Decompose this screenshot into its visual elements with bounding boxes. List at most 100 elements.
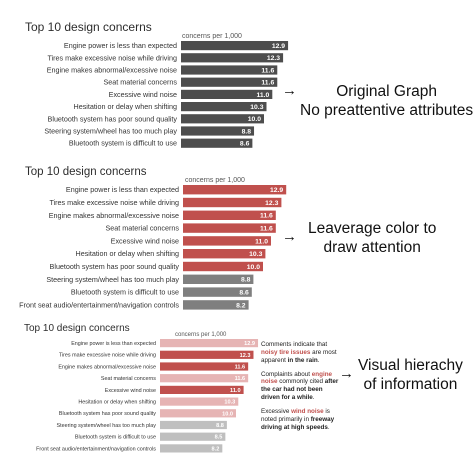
value-label: 11.6 xyxy=(260,225,273,232)
bar xyxy=(181,41,289,51)
value-label: 11.6 xyxy=(235,376,246,382)
value-label: 11.0 xyxy=(256,92,269,99)
bar xyxy=(183,274,254,284)
arrow-icon: → xyxy=(282,82,297,99)
bar xyxy=(183,249,266,259)
annotation-line: No preattentive attributes xyxy=(300,101,474,119)
bar xyxy=(181,126,255,136)
annotation-line: Visual hierachy xyxy=(358,357,463,374)
value-label: 11.6 xyxy=(260,213,273,220)
value-label: 8.6 xyxy=(240,141,250,148)
bar xyxy=(160,374,249,383)
note-engine-noise: Complaints about engine noise commonly c… xyxy=(261,370,339,402)
category-label: Bluetooth system has poor sound quality xyxy=(59,411,156,417)
bar xyxy=(160,362,249,371)
category-label: Bluetooth system is difficult to use xyxy=(69,139,177,148)
bar xyxy=(181,89,273,99)
bar xyxy=(160,432,226,441)
category-label: Hesitation or delay when shifting xyxy=(78,399,156,405)
category-label: Tires make excessive noise while driving xyxy=(49,198,179,207)
chart-title: Top 10 design concerns xyxy=(25,166,147,178)
bar xyxy=(160,420,227,430)
category-label: Seat material concerns xyxy=(101,376,156,382)
value-label: 12.9 xyxy=(272,43,285,50)
category-label: Excessive wind noise xyxy=(111,236,179,245)
value-label: 8.8 xyxy=(216,423,224,429)
category-label: Seat material concerns xyxy=(105,224,179,233)
bar xyxy=(183,261,263,272)
bar xyxy=(181,102,267,112)
note-tire-noise: Comments indicate that noisy tire issues… xyxy=(261,341,337,364)
category-label: Engine makes abnormal/excessive noise xyxy=(58,364,156,370)
arrow-icon: → xyxy=(282,228,297,245)
category-label: Engine power is less than expected xyxy=(71,341,156,347)
category-label: Seat material concerns xyxy=(103,78,177,87)
annotation-visual-hierarchy: Visual hierachy of information xyxy=(358,357,463,394)
unit-label: concerns per 1,000 xyxy=(185,177,245,184)
commentary-notes: Comments indicate that noisy tire issues… xyxy=(261,341,339,438)
bar xyxy=(183,287,252,297)
chart-title: Top 10 design concerns xyxy=(25,20,152,34)
bar xyxy=(181,53,284,63)
bar xyxy=(183,223,276,233)
bar-chart-1: Engine power is less than expected 12.9 Ti… xyxy=(44,41,289,148)
bar xyxy=(183,210,276,220)
category-label: Hesitation or delay when shifting xyxy=(74,102,177,111)
category-label: Tires make excessive noise while driving xyxy=(59,353,156,359)
category-label: Front seat audio/entertainment/navigatio… xyxy=(19,300,179,309)
bar xyxy=(160,385,244,394)
value-label: 10.3 xyxy=(224,400,235,406)
category-label: Hesitation or delay when shifting xyxy=(76,249,179,258)
value-label: 12.3 xyxy=(265,200,278,207)
value-label: 8.8 xyxy=(241,277,251,284)
bar xyxy=(183,236,271,246)
category-label: Steering system/wheel has too much play xyxy=(57,423,157,429)
bar xyxy=(181,77,278,87)
value-label: 10.3 xyxy=(250,104,263,111)
category-label: Steering system/wheel has too much play xyxy=(46,275,179,284)
value-label: 12.9 xyxy=(270,187,283,194)
value-label: 8.6 xyxy=(239,289,249,296)
category-label: Engine power is less than expected xyxy=(64,41,177,50)
value-label: 10.0 xyxy=(247,264,260,271)
value-label: 8.2 xyxy=(236,302,246,309)
category-label: Bluetooth system is difficult to use xyxy=(75,435,156,441)
note-wind-noise: Excessive wind noise is noted primarily … xyxy=(261,408,335,431)
annotation-line: Leaverage color to xyxy=(308,220,437,237)
bar xyxy=(160,339,259,348)
value-label: 8.2 xyxy=(212,446,220,452)
category-label: Excessive wind noise xyxy=(109,90,177,99)
bar xyxy=(160,444,223,453)
category-label: Steering system/wheel has too much play xyxy=(44,127,177,136)
value-label: 8.5 xyxy=(215,435,223,441)
value-label: 12.3 xyxy=(267,55,280,62)
bar xyxy=(160,397,239,406)
unit-label: concerns per 1,000 xyxy=(175,332,227,338)
bar xyxy=(183,300,249,310)
value-label: 12.3 xyxy=(240,353,251,359)
value-label: 8.8 xyxy=(242,128,252,135)
value-label: 11.6 xyxy=(261,67,274,74)
bar xyxy=(183,197,282,208)
arrow-icon: → xyxy=(339,365,354,382)
bar xyxy=(160,350,254,359)
category-label: Engine power is less than expected xyxy=(66,185,179,194)
value-label: 11.0 xyxy=(255,238,268,245)
annotation-line: of information xyxy=(363,375,458,393)
chart-panel-1: Top 10 design concerns concerns per 1,00… xyxy=(0,0,474,160)
unit-label: concerns per 1,000 xyxy=(182,33,242,40)
category-label: Tires make excessive noise while driving xyxy=(47,53,177,62)
value-label: 10.0 xyxy=(248,116,261,123)
category-label: Front seat audio/entertainment/navigatio… xyxy=(36,446,156,452)
value-label: 11.0 xyxy=(230,388,241,394)
value-label: 11.6 xyxy=(235,364,246,370)
category-label: Bluetooth system has poor sound quality xyxy=(48,114,178,123)
annotation-line: draw attention xyxy=(323,238,421,256)
category-label: Engine makes abnormal/excessive noise xyxy=(47,66,177,75)
chart-title: Top 10 design concerns xyxy=(24,323,130,334)
category-label: Excessive wind noise xyxy=(105,388,156,394)
bar xyxy=(183,185,287,195)
bar xyxy=(160,409,236,418)
